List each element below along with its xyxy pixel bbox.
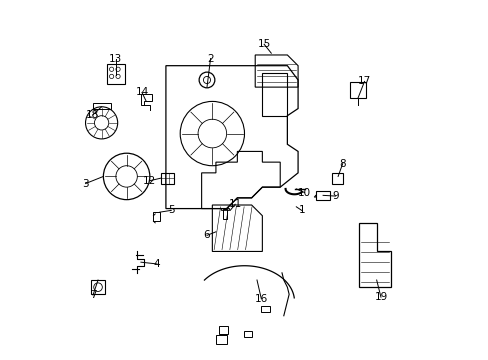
Text: 11: 11 xyxy=(228,199,242,209)
Text: 7: 7 xyxy=(89,290,96,300)
Text: 1: 1 xyxy=(298,205,305,215)
Bar xyxy=(93,103,110,109)
Bar xyxy=(223,208,227,219)
Text: 17: 17 xyxy=(357,76,370,86)
Bar xyxy=(91,280,105,294)
Text: 13: 13 xyxy=(109,54,122,64)
Bar xyxy=(153,212,160,221)
Bar xyxy=(244,331,252,337)
Bar xyxy=(260,306,269,312)
Bar xyxy=(216,336,226,344)
Text: 16: 16 xyxy=(254,294,267,303)
Text: 4: 4 xyxy=(153,259,160,269)
Text: 10: 10 xyxy=(297,188,310,198)
Text: 12: 12 xyxy=(143,176,156,186)
Bar xyxy=(221,207,229,210)
Text: 6: 6 xyxy=(203,230,210,240)
Text: 8: 8 xyxy=(339,158,346,168)
Bar xyxy=(331,173,343,184)
Bar xyxy=(349,82,365,98)
Text: 18: 18 xyxy=(86,110,99,120)
Text: 14: 14 xyxy=(135,87,148,98)
Text: 5: 5 xyxy=(167,205,174,215)
Text: 2: 2 xyxy=(207,54,213,64)
Text: 15: 15 xyxy=(257,39,270,49)
Text: 19: 19 xyxy=(374,292,387,302)
Bar xyxy=(107,64,124,84)
Bar xyxy=(219,327,228,334)
Bar xyxy=(160,173,174,184)
Text: 9: 9 xyxy=(332,191,338,201)
Text: 3: 3 xyxy=(82,179,89,189)
Bar xyxy=(315,191,329,200)
